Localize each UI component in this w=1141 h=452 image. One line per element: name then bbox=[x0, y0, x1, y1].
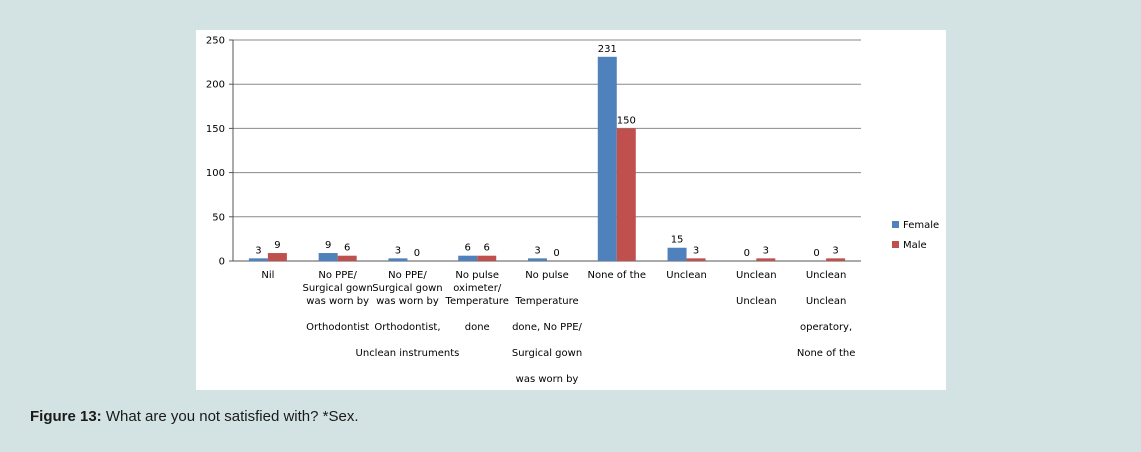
bar-male bbox=[267, 253, 287, 261]
x-tick-label: None of the bbox=[797, 348, 856, 359]
x-tick-label: Unclean bbox=[666, 270, 707, 281]
x-tick-label: Nil bbox=[261, 270, 274, 281]
bar-female bbox=[318, 253, 338, 261]
data-label: 3 bbox=[395, 245, 401, 256]
figure-label: Figure 13: bbox=[30, 408, 102, 425]
bar-male bbox=[686, 258, 706, 261]
data-label: 0 bbox=[813, 248, 819, 259]
x-tick-label: Unclean instruments bbox=[356, 348, 460, 359]
x-tick-label: Orthodontist bbox=[306, 322, 369, 333]
y-tick-label: 50 bbox=[212, 212, 225, 223]
data-label: 3 bbox=[693, 245, 699, 256]
legend-label: Male bbox=[903, 240, 927, 251]
x-tick-label: was worn by bbox=[516, 374, 579, 385]
x-tick-label: done, No PPE/ bbox=[512, 322, 582, 333]
data-label: 3 bbox=[832, 245, 838, 256]
bar-female bbox=[667, 247, 687, 261]
bar-female bbox=[597, 56, 617, 262]
x-tick-label: was worn by bbox=[306, 296, 369, 307]
data-label: 3 bbox=[534, 245, 540, 256]
x-tick-label: No PPE/ bbox=[388, 270, 427, 281]
bar-female bbox=[248, 258, 268, 261]
bar-female bbox=[458, 255, 478, 261]
legend-swatch bbox=[892, 241, 899, 248]
data-label: 3 bbox=[255, 245, 261, 256]
x-tick-label: Unclean bbox=[736, 270, 777, 281]
x-tick-label: done bbox=[465, 322, 490, 333]
data-label: 9 bbox=[274, 240, 280, 251]
bar-male bbox=[616, 128, 636, 261]
y-tick-label: 250 bbox=[206, 36, 225, 47]
y-tick-label: 200 bbox=[206, 80, 225, 91]
x-tick-label: Temperature bbox=[514, 296, 578, 307]
data-label: 0 bbox=[414, 248, 420, 259]
bar-male bbox=[826, 258, 846, 261]
x-tick-label: Orthodontist, bbox=[374, 322, 440, 333]
data-label: 0 bbox=[744, 248, 750, 259]
data-label: 6 bbox=[465, 243, 471, 254]
bar-male bbox=[337, 255, 357, 261]
x-tick-label: No pulse bbox=[455, 270, 499, 281]
x-tick-label: No PPE/ bbox=[318, 270, 357, 281]
chart-panel: 0 50 100 150 200 250 3 9 3 6 3 231 15 0 0 9 6 0 6 0 150 3 3 3 Ni… bbox=[196, 30, 946, 390]
x-tick-label: Unclean bbox=[736, 296, 777, 307]
x-tick-label: Surgical gown bbox=[512, 348, 582, 359]
bar-female bbox=[388, 258, 408, 261]
x-tick-label: Unclean bbox=[806, 270, 847, 281]
y-tick-label: 0 bbox=[219, 257, 225, 268]
data-label: 150 bbox=[617, 115, 636, 126]
y-tick-label: 150 bbox=[206, 124, 225, 135]
bar-female bbox=[528, 258, 547, 261]
y-tick-label: 100 bbox=[206, 168, 225, 179]
bar-male bbox=[477, 255, 497, 261]
x-tick-label: operatory, bbox=[800, 322, 852, 333]
x-tick-label: Surgical gown bbox=[372, 283, 442, 294]
data-label: 9 bbox=[325, 240, 331, 251]
x-tick-label: None of the bbox=[588, 270, 647, 281]
data-label: 3 bbox=[763, 245, 769, 256]
x-tick-label: Unclean bbox=[806, 296, 847, 307]
legend-label: Female bbox=[903, 220, 939, 231]
x-tick-label: was worn by bbox=[376, 296, 439, 307]
bar-male bbox=[756, 258, 776, 261]
x-tick-label: Temperature bbox=[445, 296, 509, 307]
legend-swatch bbox=[892, 221, 899, 228]
data-label: 6 bbox=[344, 243, 350, 254]
x-tick-label: No pulse bbox=[525, 270, 569, 281]
data-label: 0 bbox=[553, 248, 559, 259]
figure-caption: Figure 13: What are you not satisfied wi… bbox=[30, 408, 359, 425]
data-label: 231 bbox=[598, 44, 617, 55]
data-label: 6 bbox=[484, 243, 490, 254]
data-label: 15 bbox=[671, 235, 684, 246]
x-tick-label: Surgical gown bbox=[303, 283, 373, 294]
x-tick-label: oximeter/ bbox=[453, 283, 502, 294]
figure-caption-text: What are you not satisfied with? *Sex. bbox=[105, 408, 359, 425]
